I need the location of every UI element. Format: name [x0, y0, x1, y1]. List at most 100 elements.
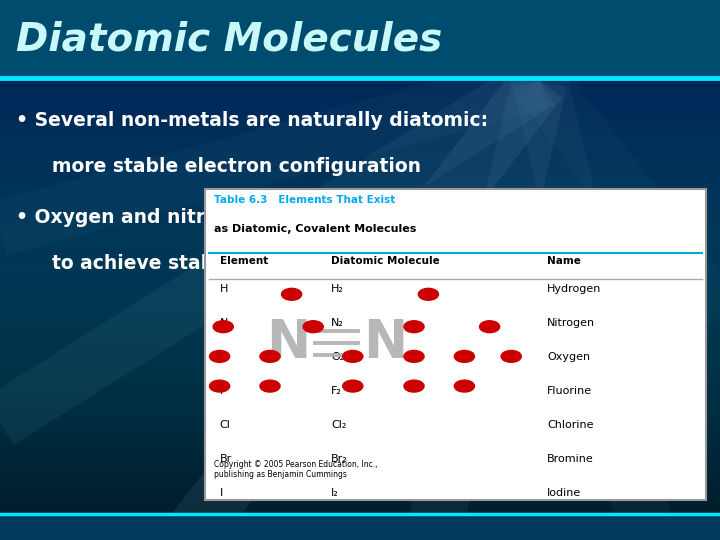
Bar — [0, 184, 720, 195]
Bar — [0, 467, 720, 480]
Bar — [0, 96, 720, 108]
Bar — [0, 224, 720, 237]
Ellipse shape — [454, 380, 474, 392]
Bar — [0, 420, 720, 432]
Bar — [0, 2, 720, 14]
Bar — [0, 346, 720, 357]
Bar — [0, 137, 720, 148]
Text: H₂: H₂ — [331, 284, 344, 294]
Text: O: O — [220, 352, 228, 362]
Ellipse shape — [480, 321, 500, 333]
Ellipse shape — [418, 288, 438, 300]
Text: N: N — [363, 317, 408, 369]
Bar — [0, 508, 720, 519]
Bar — [0, 204, 720, 216]
Text: F₂: F₂ — [331, 386, 342, 396]
Bar — [0, 89, 720, 102]
Bar — [0, 109, 720, 122]
Bar — [0, 28, 720, 40]
Text: F: F — [220, 386, 226, 396]
Ellipse shape — [343, 350, 363, 362]
Bar — [0, 8, 720, 20]
Bar — [0, 386, 720, 399]
Bar — [0, 379, 720, 392]
Bar — [0, 285, 720, 297]
Ellipse shape — [501, 350, 521, 362]
Ellipse shape — [260, 380, 280, 392]
Ellipse shape — [210, 380, 230, 392]
Text: Element: Element — [220, 256, 268, 266]
Bar — [0, 373, 720, 384]
Bar — [0, 400, 720, 411]
Bar — [0, 62, 720, 74]
Bar — [0, 447, 720, 459]
Bar — [0, 22, 720, 33]
Bar — [0, 211, 720, 222]
Bar — [0, 231, 720, 243]
Text: Fluorine: Fluorine — [547, 386, 593, 396]
Bar — [0, 244, 720, 256]
Bar — [0, 521, 720, 534]
Bar — [0, 103, 720, 115]
Bar — [0, 406, 720, 418]
Bar — [0, 271, 720, 284]
Text: Br₂: Br₂ — [331, 454, 348, 464]
Bar — [0, 298, 720, 310]
Text: H: H — [220, 284, 228, 294]
Bar — [0, 487, 720, 500]
Bar — [0, 332, 720, 345]
Text: • Oxygen and nitrogen form multiple bonds: • Oxygen and nitrogen form multiple bond… — [16, 208, 478, 227]
Bar — [0, 460, 720, 472]
Bar — [0, 157, 720, 168]
Bar — [0, 177, 720, 189]
Ellipse shape — [404, 350, 424, 362]
Bar — [0, 42, 720, 54]
Text: I₂: I₂ — [331, 488, 339, 498]
Text: Nitrogen: Nitrogen — [547, 318, 595, 328]
Text: Name: Name — [547, 256, 581, 266]
Bar — [0, 35, 720, 47]
Bar — [0, 251, 720, 263]
Text: N: N — [266, 317, 310, 369]
Text: Diatomic Molecule: Diatomic Molecule — [331, 256, 440, 266]
Ellipse shape — [210, 350, 230, 362]
Bar — [0, 116, 720, 128]
Bar — [0, 514, 720, 526]
Ellipse shape — [404, 321, 424, 333]
Bar — [0, 197, 720, 209]
Text: as Diatomic, Covalent Molecules: as Diatomic, Covalent Molecules — [214, 224, 416, 234]
Bar — [0, 319, 720, 330]
Text: Diatomic Molecules: Diatomic Molecules — [16, 20, 442, 58]
Bar — [0, 217, 720, 230]
Bar — [0, 325, 720, 338]
Bar — [0, 0, 720, 78]
Bar — [0, 143, 720, 156]
Bar — [0, 123, 720, 135]
Text: Chlorine: Chlorine — [547, 420, 594, 430]
Bar — [0, 501, 720, 513]
Text: Cl: Cl — [220, 420, 230, 430]
Bar — [0, 278, 720, 291]
Text: Hydrogen: Hydrogen — [547, 284, 602, 294]
Text: O₂: O₂ — [331, 352, 344, 362]
Text: Bromine: Bromine — [547, 454, 594, 464]
Ellipse shape — [404, 380, 424, 392]
Text: Table 6.3   Elements That Exist: Table 6.3 Elements That Exist — [214, 195, 395, 206]
Bar — [0, 528, 720, 540]
Bar — [0, 15, 720, 27]
Text: to achieve stable electron configurations: to achieve stable electron configuration… — [52, 254, 487, 273]
Bar — [0, 163, 720, 176]
Bar — [0, 366, 720, 378]
Bar — [0, 514, 720, 540]
Bar — [205, 189, 706, 500]
Bar — [0, 413, 720, 426]
Bar — [0, 494, 720, 507]
Bar — [0, 312, 720, 324]
Bar — [0, 433, 720, 446]
Bar — [0, 427, 720, 438]
Bar — [0, 474, 720, 486]
Bar — [0, 238, 720, 249]
Bar — [0, 393, 720, 405]
Bar — [0, 305, 720, 317]
Ellipse shape — [260, 350, 280, 362]
